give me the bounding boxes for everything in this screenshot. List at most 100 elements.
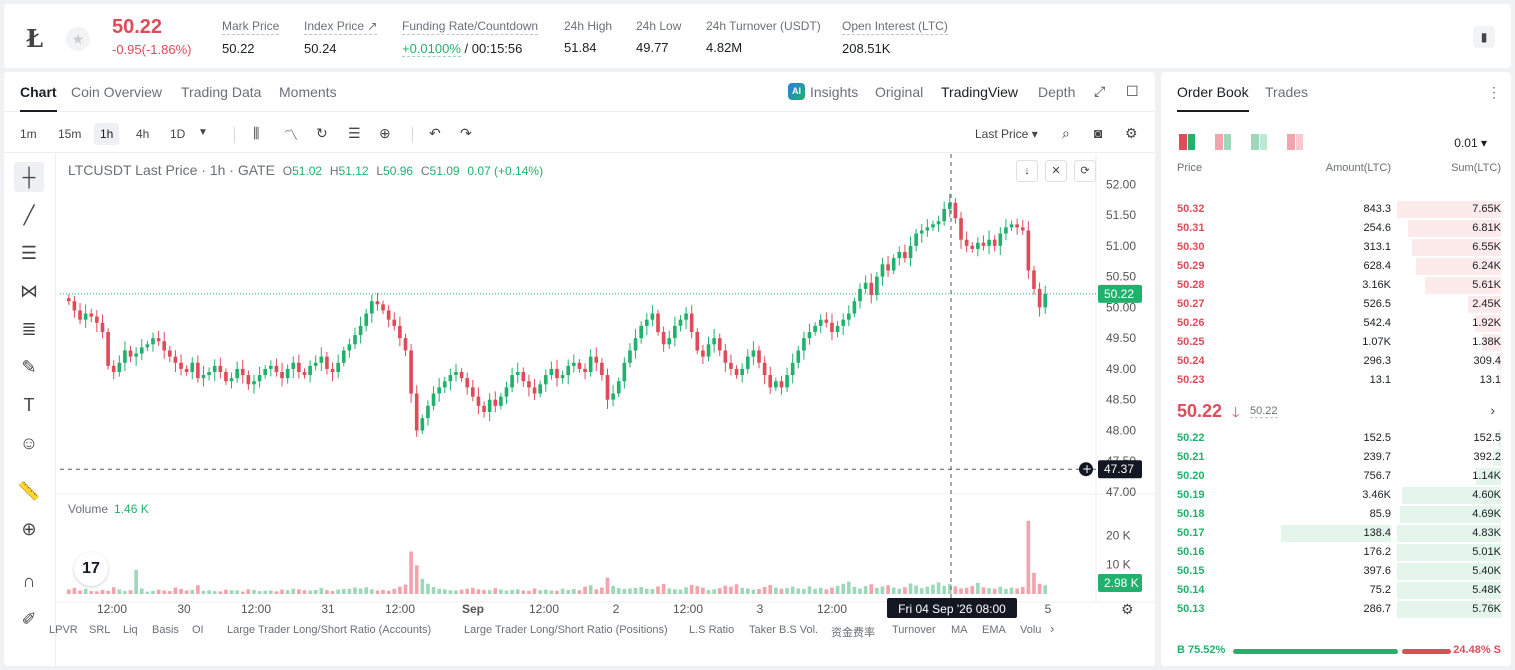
ask-row[interactable]: 50.32 843.3 7.65K: [1161, 200, 1511, 219]
layout-both-icon[interactable]: [1179, 134, 1195, 150]
ask-row[interactable]: 50.28 3.16K 5.61K: [1161, 276, 1511, 295]
volume-bar: [656, 586, 660, 594]
text-tool-icon[interactable]: T: [23, 395, 35, 415]
crosshair-icon[interactable]: ┼: [14, 162, 44, 192]
tradingview-logo[interactable]: 17: [74, 552, 108, 586]
stat-label[interactable]: Open Interest (LTC): [842, 19, 948, 35]
tab-order-book[interactable]: Order Book: [1177, 84, 1249, 112]
indicator-item[interactable]: Volu: [1020, 624, 1042, 636]
timeframe-dropdown-icon[interactable]: ▼: [198, 127, 208, 138]
indicator-item[interactable]: OI: [192, 624, 204, 636]
volume-bar: [706, 589, 711, 594]
tab-depth[interactable]: Depth: [1038, 84, 1076, 100]
depth-bar: [1397, 601, 1501, 618]
replay-icon[interactable]: ↻: [316, 125, 328, 141]
horizontal-lines-icon[interactable]: ☰: [20, 243, 38, 263]
fib-icon[interactable]: ≣: [21, 319, 37, 339]
ask-row[interactable]: 50.23 13.1 13.1: [1161, 371, 1511, 390]
brush-icon[interactable]: ✎: [21, 357, 37, 377]
ask-row[interactable]: 50.29 628.4 6.24K: [1161, 257, 1511, 276]
favorite-star-icon[interactable]: ★: [66, 27, 90, 51]
scroll-down-icon[interactable]: ↓: [1016, 160, 1038, 182]
add-alert-icon[interactable]: ⊕: [379, 125, 391, 141]
layout-bids-icon[interactable]: [1251, 134, 1267, 150]
precision-select[interactable]: 0.01 ▾: [1454, 136, 1487, 150]
ask-row[interactable]: 50.31 254.6 6.81K: [1161, 219, 1511, 238]
indicator-item[interactable]: EMA: [982, 624, 1006, 636]
chevron-right-icon[interactable]: ›: [1050, 621, 1055, 636]
pencil-lock-icon[interactable]: ✐: [21, 609, 37, 629]
tab-trading-data[interactable]: Trading Data: [181, 84, 262, 100]
price-chart[interactable]: 52.00 51.50 51.00 50.50 50.00 49.50 49.00 48.50…: [4, 72, 1155, 666]
timeframe-4h[interactable]: 4h: [136, 127, 150, 141]
indicator-item[interactable]: L.S Ratio: [689, 624, 735, 636]
bid-row[interactable]: 50.16 176.2 5.01K: [1161, 543, 1511, 562]
bid-row[interactable]: 50.21 239.7 392.2: [1161, 448, 1511, 467]
bid-row[interactable]: 50.18 85.9 4.69K: [1161, 505, 1511, 524]
ask-row[interactable]: 50.24 296.3 309.4: [1161, 352, 1511, 371]
stat-label[interactable]: Mark Price: [222, 19, 280, 35]
fullscreen-icon[interactable]: ☐: [1126, 83, 1139, 99]
guide-book-icon[interactable]: ▮: [1473, 26, 1495, 48]
collapse-icon[interactable]: ✕: [1045, 160, 1067, 182]
emoji-icon[interactable]: ☺: [19, 433, 39, 453]
expand-icon[interactable]: ⤢: [1094, 83, 1106, 99]
bid-row[interactable]: 50.15 397.6 5.40K: [1161, 562, 1511, 581]
ask-row[interactable]: 50.26 542.4 1.92K: [1161, 314, 1511, 333]
undo-icon[interactable]: ↶: [429, 125, 441, 141]
bid-row[interactable]: 50.13 286.7 5.76K: [1161, 600, 1511, 619]
zoom-in-icon[interactable]: ⊕: [21, 519, 37, 539]
timeframe-1m[interactable]: 1m: [20, 127, 37, 141]
bid-row[interactable]: 50.20 756.7 1.14K: [1161, 467, 1511, 486]
more-menu-icon[interactable]: ⋮: [1487, 84, 1501, 100]
indicator-item[interactable]: MA: [951, 624, 968, 636]
settings-gear-icon[interactable]: ⚙: [1125, 125, 1138, 141]
indicator-item[interactable]: Large Trader Long/Short Ratio (Accounts): [227, 624, 432, 636]
ask-row[interactable]: 50.25 1.07K 1.38K: [1161, 333, 1511, 352]
tab-trades[interactable]: Trades: [1265, 84, 1309, 100]
candle-body: [280, 372, 284, 379]
layout-split-icon[interactable]: [1215, 134, 1231, 150]
timeframe-1d[interactable]: 1D: [170, 127, 186, 141]
indicator-item[interactable]: Basis: [152, 624, 179, 636]
trend-line-icon[interactable]: ╱: [23, 205, 35, 225]
timeframe-1h[interactable]: 1h: [94, 123, 120, 145]
bid-row[interactable]: 50.19 3.46K 4.60K: [1161, 486, 1511, 505]
indicator-item[interactable]: Liq: [123, 624, 138, 636]
ask-row[interactable]: 50.27 526.5 2.45K: [1161, 295, 1511, 314]
ask-row[interactable]: 50.30 313.1 6.55K: [1161, 238, 1511, 257]
redo-icon[interactable]: ↷: [460, 125, 472, 141]
tab-insights[interactable]: Insights: [810, 84, 859, 100]
stat-label[interactable]: Funding Rate/Countdown: [402, 19, 539, 35]
camera-icon[interactable]: ◙: [1094, 125, 1103, 141]
timeframe-15m[interactable]: 15m: [58, 127, 82, 141]
tab-moments[interactable]: Moments: [279, 84, 337, 100]
templates-icon[interactable]: ☰: [348, 125, 361, 141]
indicator-item[interactable]: SRL: [89, 624, 111, 636]
stat-label[interactable]: Index Price ↗: [304, 19, 378, 35]
bid-row[interactable]: 50.22 152.5 152.5: [1161, 429, 1511, 448]
ruler-icon[interactable]: 📏: [17, 481, 41, 501]
indicators-icon[interactable]: 〽: [284, 127, 298, 143]
reset-view-icon[interactable]: ⟳: [1074, 160, 1096, 182]
magnet-icon[interactable]: ∩: [22, 571, 36, 591]
tab-original[interactable]: Original: [875, 84, 924, 100]
search-icon[interactable]: ⌕: [1062, 125, 1070, 141]
indicator-item[interactable]: 资金费率: [831, 627, 875, 639]
price-type-select[interactable]: Last Price ▾: [975, 127, 1038, 141]
pattern-icon[interactable]: ⋈: [20, 281, 38, 301]
y-tick-label: 49.50: [1106, 331, 1136, 345]
tab-tradingview[interactable]: TradingView: [941, 84, 1019, 100]
bid-row[interactable]: 50.17 138.4 4.83K: [1161, 524, 1511, 543]
layout-asks-icon[interactable]: [1287, 134, 1303, 150]
bid-row[interactable]: 50.14 75.2 5.48K: [1161, 581, 1511, 600]
indicator-item[interactable]: Taker B.S Vol.: [749, 624, 819, 636]
candle-body: [751, 350, 756, 357]
candle-type-icon[interactable]: ⫼: [253, 125, 260, 141]
tab-chart[interactable]: Chart: [20, 84, 57, 112]
indicator-item[interactable]: Large Trader Long/Short Ratio (Positions…: [464, 624, 668, 636]
chevron-right-icon[interactable]: ›: [1490, 402, 1495, 418]
tab-coin-overview[interactable]: Coin Overview: [71, 84, 163, 100]
indicator-item[interactable]: Turnover: [892, 624, 936, 636]
indicator-item[interactable]: LPVR: [49, 624, 78, 636]
